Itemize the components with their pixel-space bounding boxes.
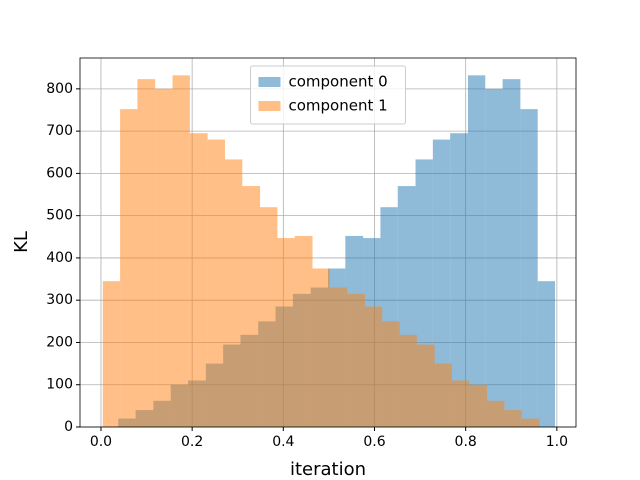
bar	[502, 79, 521, 427]
legend-label: component 1	[289, 97, 388, 115]
plot-frame	[79, 57, 577, 428]
bar	[520, 109, 538, 427]
bar	[537, 281, 556, 427]
x-tick-label: 0.0	[90, 434, 112, 450]
bar	[260, 207, 278, 427]
legend-box	[250, 65, 406, 125]
bar	[452, 380, 470, 427]
bar	[155, 88, 173, 428]
bar	[504, 410, 522, 427]
legend-label: component 0	[289, 73, 388, 91]
bar	[277, 238, 295, 427]
bar	[434, 363, 452, 427]
bar	[485, 88, 503, 428]
bar	[172, 75, 190, 427]
y-tick-label: 200	[46, 334, 73, 350]
bar	[467, 75, 486, 427]
bar	[521, 418, 540, 427]
bar	[399, 334, 417, 427]
x-tick-label: 0.2	[181, 434, 203, 450]
x-axis-label: iteration	[290, 459, 366, 480]
bar	[120, 109, 138, 427]
bar	[416, 344, 435, 427]
bar	[364, 306, 383, 427]
bar	[207, 139, 225, 427]
y-tick-label: 800	[46, 81, 73, 97]
bar	[312, 268, 330, 427]
bar	[242, 186, 261, 427]
y-tick-label: 400	[46, 250, 73, 266]
bar	[382, 321, 400, 427]
x-tick-label: 0.8	[455, 434, 477, 450]
bar	[224, 159, 243, 427]
bar	[102, 281, 121, 427]
bar	[329, 287, 348, 427]
y-tick-label: 700	[46, 123, 73, 139]
y-axis-label: KL	[11, 231, 32, 253]
y-tick-label: 0	[64, 419, 73, 435]
bar	[347, 293, 365, 427]
x-tick-label: 0.4	[272, 434, 294, 450]
bar	[450, 133, 468, 427]
bar	[469, 384, 488, 427]
legend-swatch	[258, 101, 281, 111]
legend-swatch	[258, 77, 281, 87]
bar	[294, 235, 313, 427]
bar	[432, 139, 451, 427]
y-tick-label: 100	[46, 377, 73, 393]
y-tick-label: 300	[46, 292, 73, 308]
bar	[137, 79, 156, 427]
bar	[189, 133, 208, 427]
y-tick-label: 500	[46, 208, 73, 224]
x-tick-label: 1.0	[546, 434, 568, 450]
y-tick-label: 600	[46, 165, 73, 181]
x-tick-label: 0.6	[363, 434, 385, 450]
bar	[487, 400, 505, 427]
